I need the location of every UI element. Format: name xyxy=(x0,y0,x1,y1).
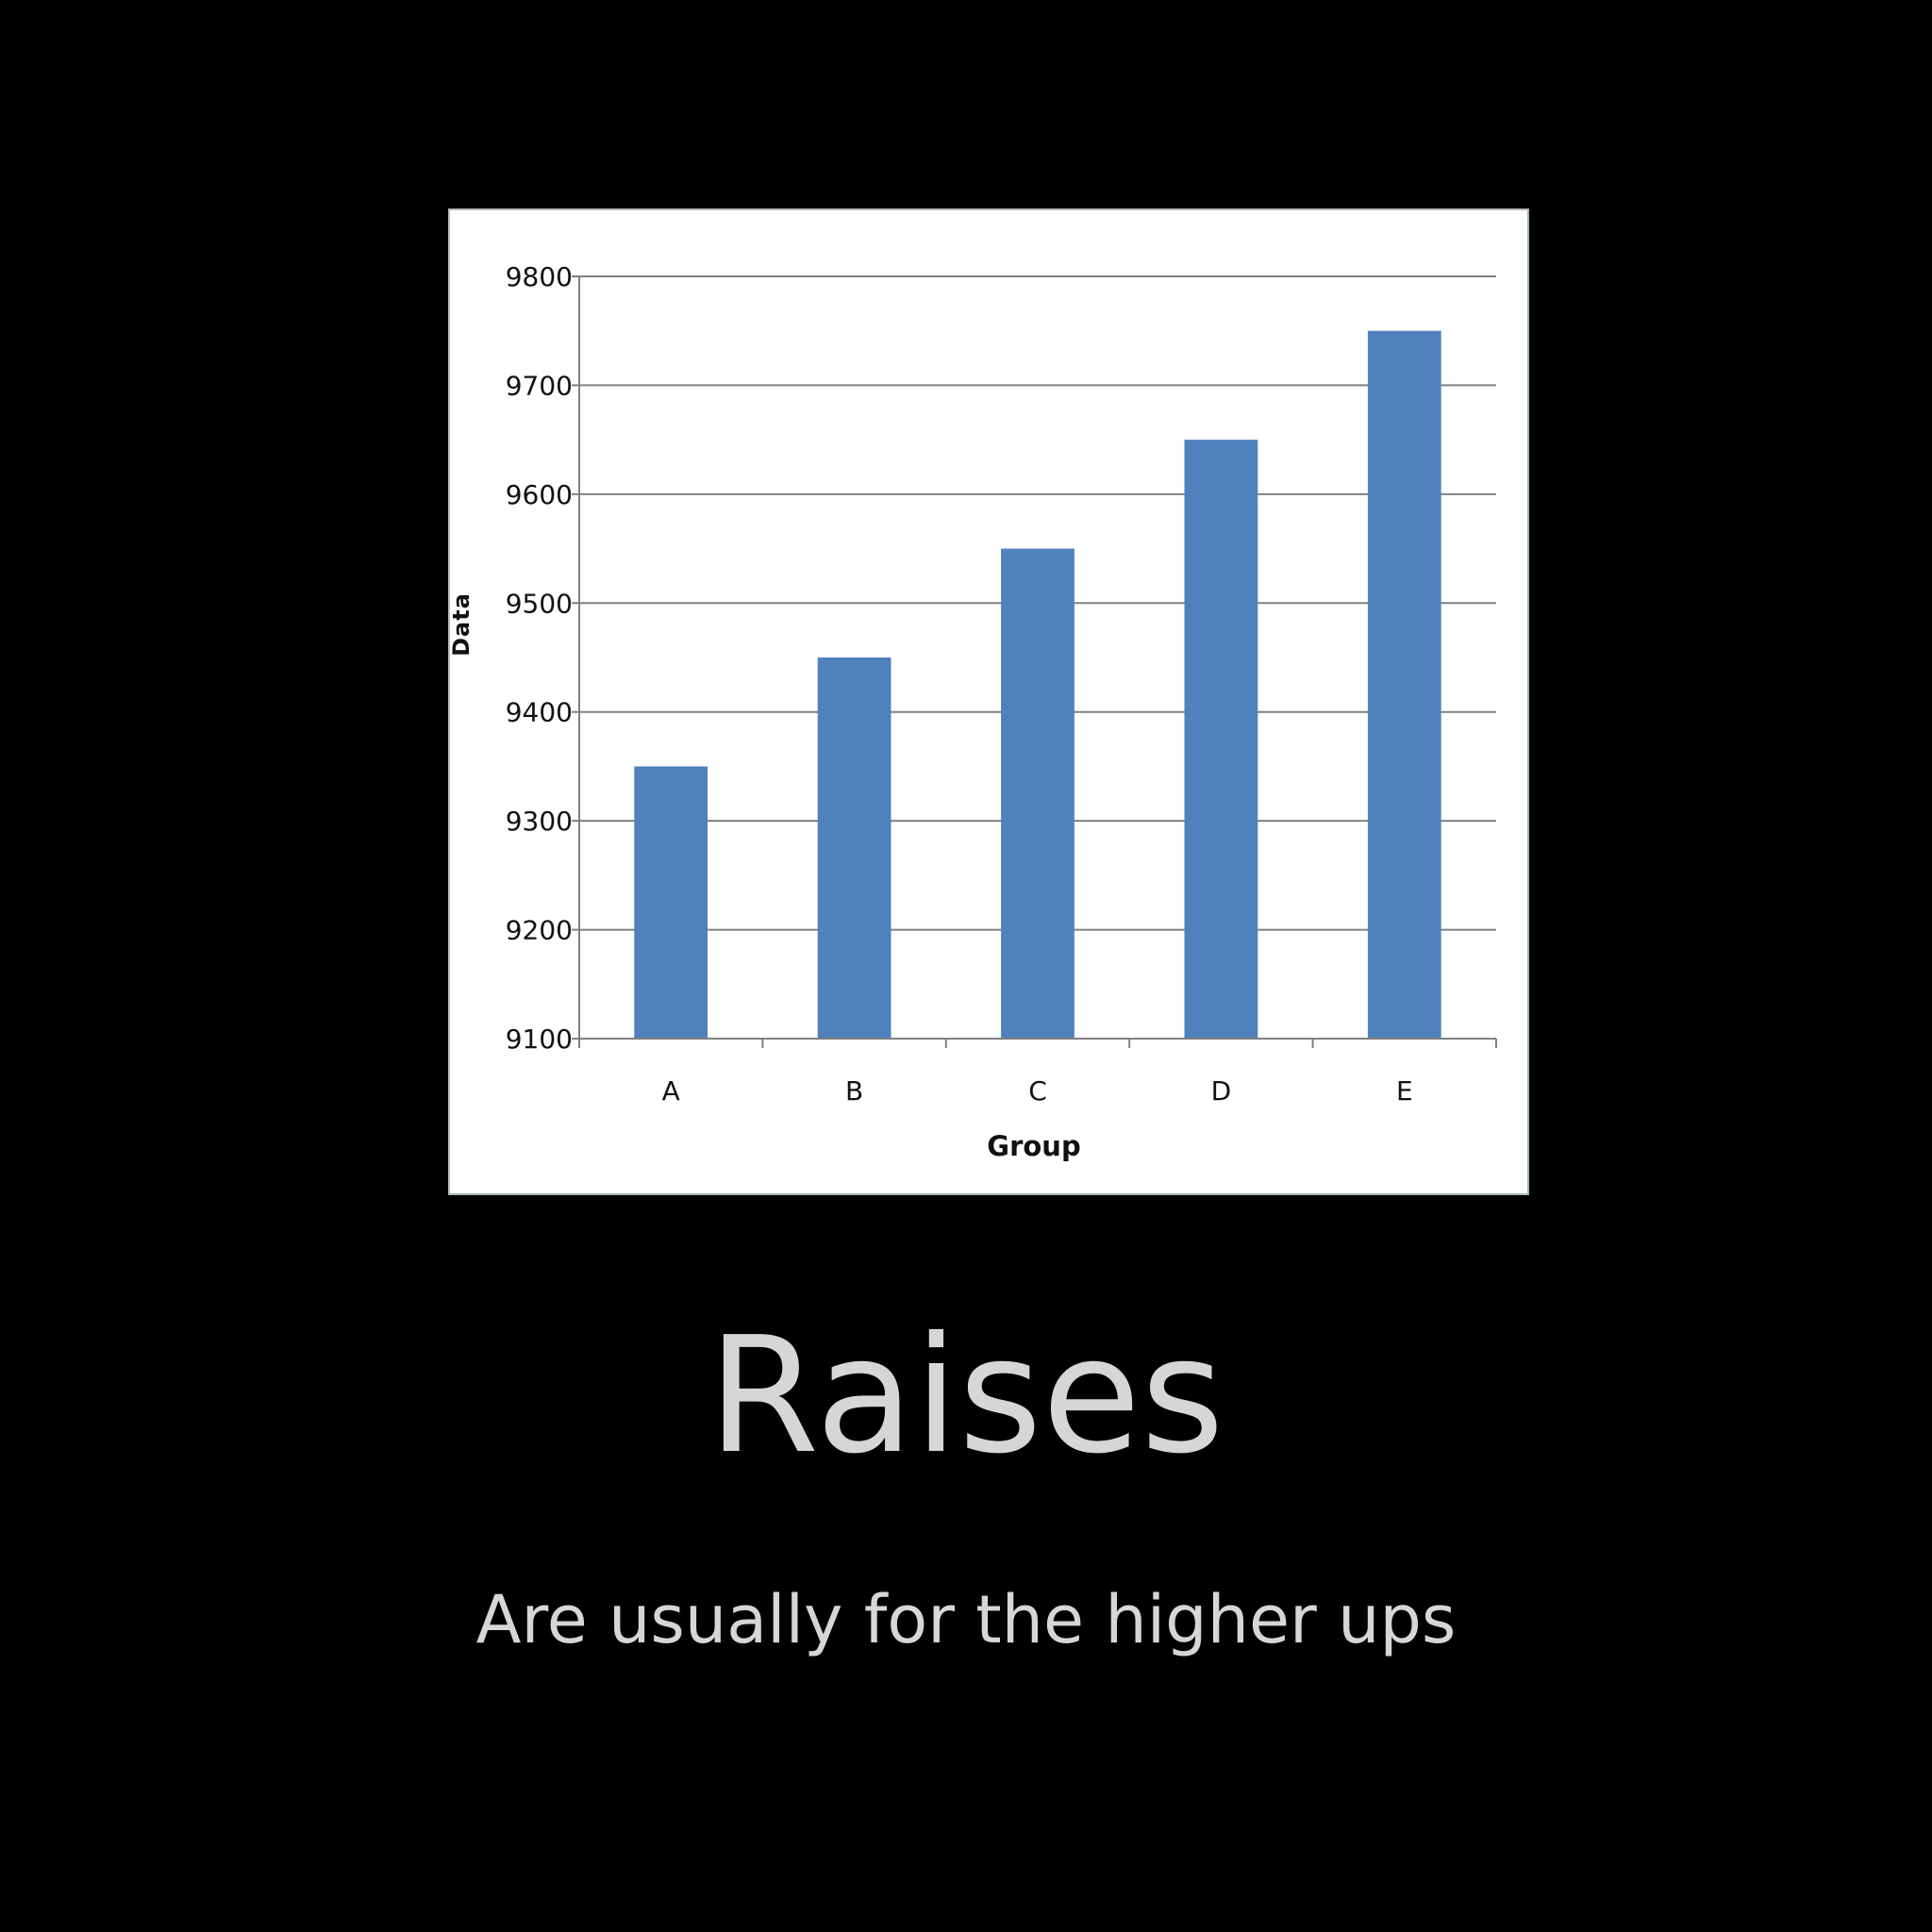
x-tick-label: B xyxy=(845,1075,863,1107)
x-tick-label: A xyxy=(662,1075,680,1107)
axes xyxy=(572,275,1497,1048)
chart-frame xyxy=(448,208,1529,1195)
x-tick-label: E xyxy=(1396,1075,1413,1107)
x-axis-title: Group xyxy=(987,1130,1080,1162)
y-axis-title: Data xyxy=(448,592,475,657)
y-tick-label: 9400 xyxy=(506,697,573,728)
bar-B xyxy=(817,658,891,1039)
y-tick-label: 9700 xyxy=(506,370,573,401)
x-tick-label: C xyxy=(1028,1075,1047,1107)
caption-title: Raises xyxy=(708,1303,1224,1490)
y-tick-label: 9300 xyxy=(506,806,573,837)
bar-C xyxy=(1001,548,1074,1039)
bar-D xyxy=(1184,440,1258,1040)
y-tick-label: 9600 xyxy=(506,479,573,510)
y-tick-label: 9200 xyxy=(506,915,573,946)
caption-subtitle: Are usually for the higher ups xyxy=(475,1581,1457,1658)
y-tick-label: 9500 xyxy=(506,588,573,619)
bar-E xyxy=(1367,330,1441,1039)
x-tick-label: D xyxy=(1211,1075,1232,1107)
bar-A xyxy=(634,766,708,1039)
y-tick-label: 9100 xyxy=(506,1024,573,1055)
bars xyxy=(634,330,1441,1040)
y-tick-label: 9800 xyxy=(506,261,573,292)
tick-labels: 9100 9200 9300 9400 9500 9600 9700 9800 A B C D E xyxy=(506,261,1413,1107)
gridlines xyxy=(579,275,1496,931)
